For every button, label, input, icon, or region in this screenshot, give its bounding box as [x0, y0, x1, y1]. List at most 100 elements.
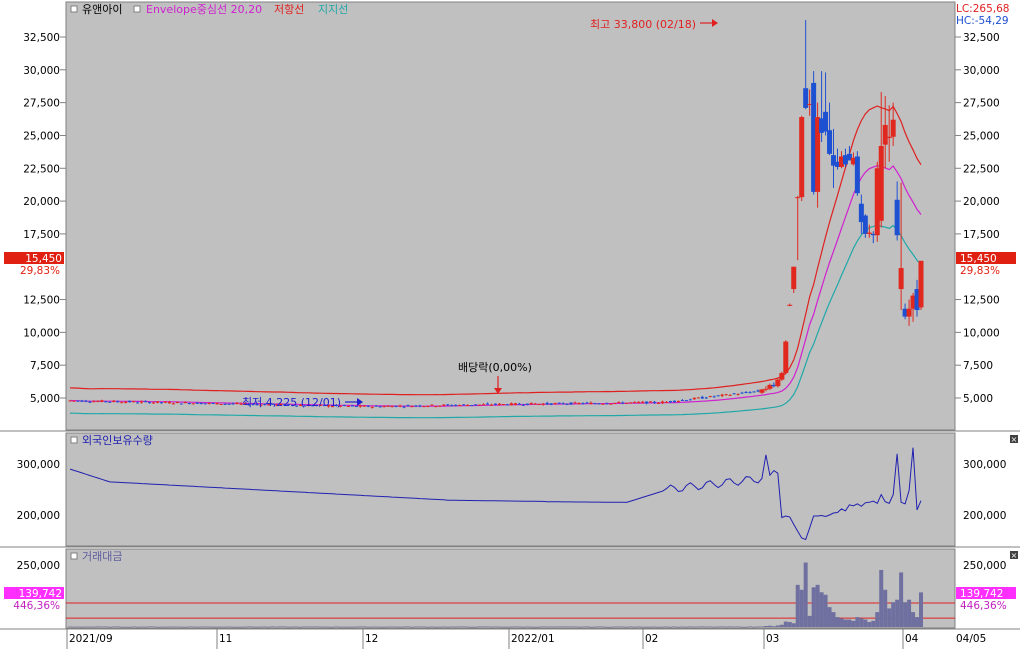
amount-bar: [413, 626, 418, 628]
candle-body: [664, 401, 668, 403]
amount-bar: [354, 626, 359, 628]
amount-bar: [71, 626, 76, 628]
amount-bar: [167, 626, 172, 628]
candle-body: [882, 124, 888, 145]
price-tick-label-left: 32,500: [23, 32, 60, 44]
amount-bar: [254, 626, 259, 628]
candle-body: [712, 396, 716, 398]
candle-body: [104, 401, 108, 403]
candle-body: [700, 396, 704, 399]
candle-body: [295, 405, 299, 407]
candle-body: [167, 401, 171, 404]
candle-body: [854, 156, 860, 194]
foreign-tick-label-left: 200,000: [17, 510, 60, 522]
support-line: [69, 224, 922, 419]
amount-bar: [672, 626, 677, 627]
candle-body: [128, 400, 132, 403]
amount-bar: [632, 626, 637, 628]
amount-bar: [660, 626, 665, 628]
amount-bar: [600, 626, 605, 628]
amount-bar: [716, 626, 721, 628]
amount-panel-close-button[interactable]: ×: [1010, 551, 1018, 560]
candle-body: [171, 403, 175, 405]
amount-bar: [656, 626, 661, 628]
price-tick-label-right: 5,000: [963, 393, 993, 405]
candle-body: [858, 203, 864, 223]
amount-bar: [362, 626, 367, 627]
candle-body: [136, 402, 140, 404]
amount-bar: [652, 626, 657, 628]
candle-body: [446, 404, 450, 406]
amount-bar: [545, 626, 550, 628]
amount-bar: [843, 619, 848, 627]
amount-bar: [584, 626, 589, 627]
amount-bar: [644, 626, 649, 628]
candle-body: [323, 405, 327, 407]
candle-body: [207, 402, 211, 404]
amount-bar: [811, 587, 816, 627]
candle-body: [183, 402, 187, 404]
candle-body: [362, 405, 366, 407]
price-tick-label-left: 25,000: [23, 130, 60, 142]
foreign-panel-close-button[interactable]: ×: [1010, 435, 1018, 444]
candle-body: [645, 401, 649, 404]
close-icon: ×: [1011, 551, 1018, 560]
candle-body: [247, 404, 251, 406]
amount-bar: [744, 626, 749, 628]
price-tag-left-pct: 29,83%: [20, 265, 60, 277]
amount-bar: [390, 626, 395, 628]
candle-body: [92, 401, 96, 403]
candle-body: [906, 308, 912, 317]
amount-bar: [183, 626, 188, 628]
candle-body: [617, 401, 621, 403]
candle-body: [497, 403, 501, 406]
candle-body: [704, 397, 708, 399]
candle-body: [152, 402, 156, 404]
amount-tag-right-value: 139,742: [960, 588, 1003, 600]
candle-body: [235, 402, 239, 405]
candle-body: [458, 405, 462, 407]
candle-body: [155, 401, 159, 403]
x-tick-label: 03: [766, 633, 779, 645]
amount-bar: [855, 617, 860, 627]
x-tick-label: 11: [219, 633, 232, 645]
x-tick-label: 12: [365, 633, 378, 645]
candle-body: [418, 405, 422, 407]
price-tick-label-left: 20,000: [23, 196, 60, 208]
candle-body: [430, 404, 434, 406]
candle-body: [438, 405, 442, 407]
candle-body: [116, 401, 120, 403]
candle-body: [68, 400, 72, 402]
x-tick-label: 2021/09: [69, 633, 113, 645]
amount-bar: [147, 626, 152, 627]
candle-body: [771, 384, 777, 387]
candle-body: [84, 400, 88, 402]
price-tick-label-right: 17,500: [963, 229, 1000, 241]
amount-bar: [596, 626, 601, 627]
amount-bar: [628, 626, 633, 627]
amount-bar: [111, 626, 116, 627]
candle-body: [573, 402, 577, 404]
amount-bar: [115, 626, 120, 627]
amount-bar: [771, 626, 776, 627]
candle-body: [834, 161, 840, 167]
candle-body: [486, 403, 490, 405]
amount-bar: [326, 626, 331, 628]
candle-body: [334, 405, 338, 407]
amount-tag-right-pct: 446,36%: [960, 600, 1007, 612]
candle-body: [759, 389, 765, 393]
candle-body: [724, 394, 728, 396]
candle-body: [148, 402, 152, 404]
candle-body: [625, 402, 629, 404]
candle-body: [795, 197, 801, 199]
price-tick-label-left: 12,500: [23, 295, 60, 307]
candle-body: [517, 403, 521, 405]
candle-body: [823, 111, 829, 132]
amount-bar: [465, 626, 470, 628]
candle-body: [910, 295, 916, 309]
candle-body: [629, 402, 633, 404]
amount-bar: [163, 626, 168, 628]
candle-body: [378, 406, 382, 408]
candle-body: [402, 406, 406, 408]
